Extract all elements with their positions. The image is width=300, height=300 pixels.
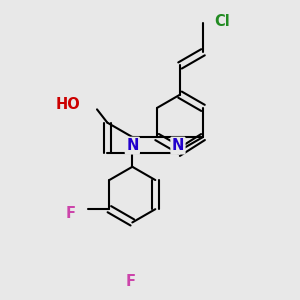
Text: F: F	[65, 206, 76, 221]
Text: F: F	[126, 274, 136, 289]
Text: N: N	[172, 138, 184, 153]
Text: HO: HO	[55, 97, 80, 112]
Text: N: N	[126, 138, 139, 153]
Text: Cl: Cl	[214, 14, 230, 29]
